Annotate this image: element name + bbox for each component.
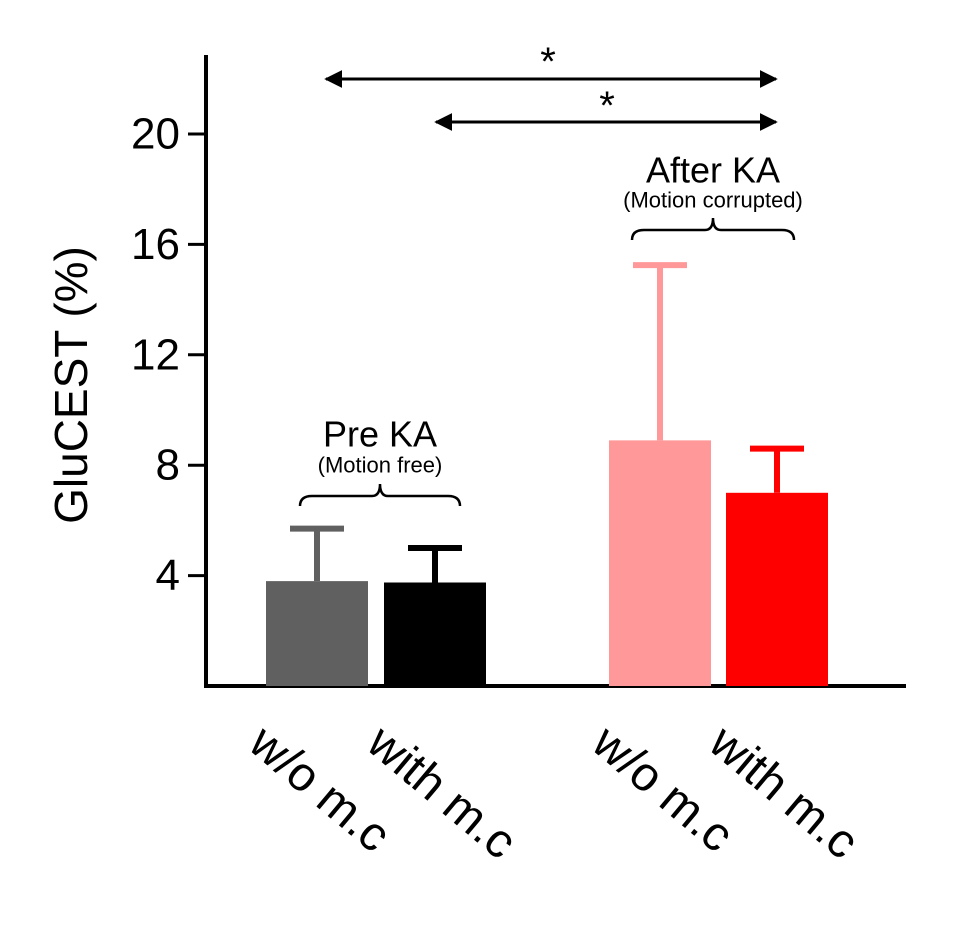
significance-star: * — [540, 40, 556, 84]
group-brace-pre — [298, 483, 462, 507]
group-brace-after — [630, 217, 796, 241]
bar-after-with-mc — [726, 492, 828, 686]
group-title-after: After KA — [646, 150, 780, 191]
group-subtitle-after: (Motion corrupted) — [623, 188, 803, 213]
group-subtitle-pre: (Motion free) — [318, 453, 443, 478]
significance-star: * — [599, 84, 615, 128]
bar-after-wo-mc — [609, 440, 711, 686]
bar-pre-wo-mc — [266, 581, 368, 686]
y-tick-label: 4 — [156, 551, 180, 600]
y-axis-label: GluCEST (%) — [45, 246, 97, 524]
y-tick-label: 8 — [156, 441, 180, 490]
bar-pre-with-mc — [384, 582, 486, 686]
group-braces: Pre KA(Motion free) After KA(Motion corru… — [298, 150, 803, 507]
category-label: with m.c — [357, 715, 527, 869]
y-tick-label: 12 — [131, 330, 180, 379]
error-bars — [290, 262, 804, 583]
category-label: with m.c — [699, 715, 869, 869]
y-ticks: 4 8 12 16 20 — [131, 110, 206, 600]
group-title-pre: Pre KA — [323, 414, 437, 455]
significance-markers: ** — [324, 40, 778, 131]
y-tick-label: 16 — [131, 220, 180, 269]
y-tick-label: 20 — [131, 110, 180, 159]
bars — [266, 440, 828, 686]
